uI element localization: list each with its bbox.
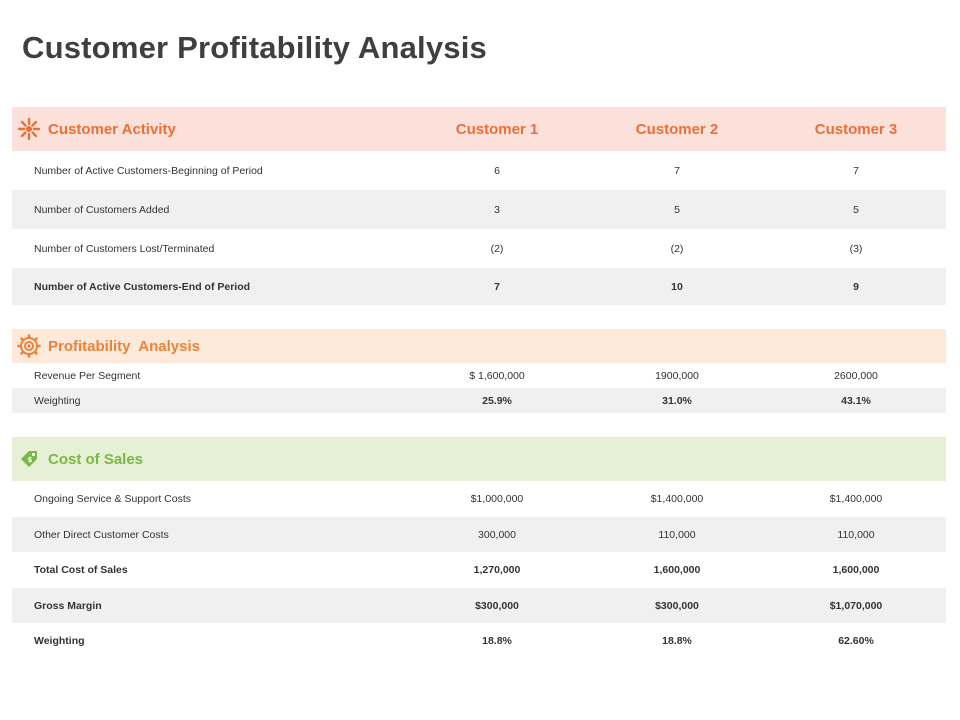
row-label: Revenue Per Segment: [34, 369, 141, 382]
cell-customer-2: 110,000: [658, 528, 696, 541]
profitability-analysis-title: Profitability Analysis: [48, 337, 200, 355]
table-row-gross-margin: Gross Margin $300,000 $300,000 $1,070,00…: [12, 588, 946, 623]
row-label: Ongoing Service & Support Costs: [34, 493, 191, 505]
table-row: Number of Customers Lost/Terminated (2) …: [12, 229, 946, 268]
cell-customer-2: (2): [670, 242, 684, 255]
cell-customer-1: 1,270,000: [473, 564, 521, 576]
column-header-customer-2: Customer 2: [635, 121, 719, 138]
cell-customer-2: $300,000: [655, 599, 699, 612]
cost-of-sales-section: $ Cost of Sales Ongoing Service & Suppor…: [12, 437, 946, 659]
cell-customer-3: (3): [849, 242, 863, 255]
customer-activity-title: Customer Activity: [48, 120, 176, 138]
cell-customer-2: $1,400,000: [650, 493, 704, 505]
sun-burst-icon: [16, 116, 42, 142]
cell-customer-3: 2600,000: [834, 369, 878, 382]
cell-customer-3: 1,600,000: [832, 564, 880, 576]
cell-customer-1: 3: [494, 203, 500, 216]
cell-customer-3: $1,400,000: [829, 493, 883, 505]
cell-customer-3: 43.1%: [841, 394, 871, 407]
profitability-analysis-header: Profitability Analysis: [12, 329, 946, 363]
cell-customer-1: 25.9%: [482, 394, 512, 407]
cell-customer-1: 18.8%: [482, 635, 512, 647]
cell-customer-1: 300,000: [478, 528, 516, 541]
cost-of-sales-title: Cost of Sales: [48, 450, 144, 468]
cell-customer-3: 9: [853, 280, 859, 293]
column-header-customer-3: Customer 3: [814, 121, 898, 138]
table-row-total: Number of Active Customers-End of Period…: [12, 268, 946, 305]
cell-customer-2: 10: [671, 280, 683, 293]
table-row: Number of Active Customers-Beginning of …: [12, 151, 946, 190]
cell-customer-3: 110,000: [837, 528, 875, 541]
table-row-total: Total Cost of Sales 1,270,000 1,600,000 …: [12, 552, 946, 588]
cell-customer-2: 7: [674, 164, 680, 177]
row-label: Number of Customers Lost/Terminated: [34, 242, 215, 255]
cell-customer-1: $1,000,000: [470, 493, 524, 505]
cell-customer-2: 31.0%: [662, 394, 692, 407]
cell-customer-2: 18.8%: [662, 635, 692, 647]
page-title: Customer Profitability Analysis: [22, 30, 487, 65]
cell-customer-1: 7: [494, 280, 500, 293]
table-row: Weighting 25.9% 31.0% 43.1%: [12, 388, 946, 413]
cell-customer-3: 5: [853, 203, 859, 216]
cell-customer-2: 1900,000: [655, 369, 699, 382]
table-row: Other Direct Customer Costs 300,000 110,…: [12, 517, 946, 552]
cell-customer-3: $1,070,000: [829, 599, 883, 612]
cell-customer-1: $ 1,600,000: [469, 369, 525, 382]
gear-target-icon: [16, 333, 42, 359]
table-row: Ongoing Service & Support Costs $1,000,0…: [12, 481, 946, 517]
customer-activity-section: Customer Activity Customer 1 Customer 2 …: [12, 107, 946, 305]
cell-customer-1: 6: [494, 164, 500, 177]
cost-of-sales-header: $ Cost of Sales: [12, 437, 946, 481]
row-label: Total Cost of Sales: [34, 564, 128, 576]
table-row: Revenue Per Segment $ 1,600,000 1900,000…: [12, 363, 946, 388]
row-label: Weighting: [34, 394, 81, 407]
profitability-analysis-section: Profitability Analysis Revenue Per Segme…: [12, 329, 946, 413]
table-row: Number of Customers Added 3 5 5: [12, 190, 946, 229]
cell-customer-2: 1,600,000: [653, 564, 701, 576]
column-header-customer-1: Customer 1: [455, 121, 539, 138]
table-row-weighting: Weighting 18.8% 18.8% 62.60%: [12, 623, 946, 659]
row-label: Other Direct Customer Costs: [34, 528, 169, 541]
cell-customer-1: $300,000: [475, 599, 519, 612]
price-tag-icon: $: [16, 446, 42, 472]
row-label: Gross Margin: [34, 599, 102, 612]
svg-text:$: $: [28, 456, 33, 464]
row-label: Number of Customers Added: [34, 203, 170, 216]
cell-customer-1: (2): [490, 242, 504, 255]
row-label: Number of Active Customers-End of Period: [34, 280, 251, 293]
cell-customer-3: 62.60%: [838, 635, 874, 647]
row-label: Weighting: [34, 635, 85, 647]
row-label: Number of Active Customers-Beginning of …: [34, 164, 263, 177]
customer-activity-header: Customer Activity Customer 1 Customer 2 …: [12, 107, 946, 151]
cell-customer-2: 5: [674, 203, 680, 216]
cell-customer-3: 7: [853, 164, 859, 177]
